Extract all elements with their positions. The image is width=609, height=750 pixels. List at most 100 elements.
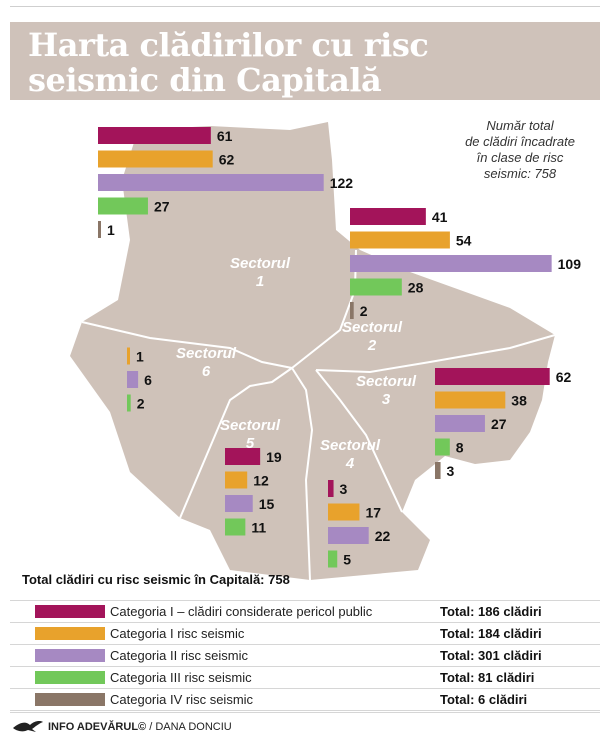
- footer-brand: INFO ADEVĂRUL©: [48, 721, 147, 733]
- legend-total: Total: 81 clădiri: [440, 670, 535, 685]
- bar-sector-2-cat-4: [350, 278, 402, 296]
- border-5-4: [291, 367, 314, 581]
- sector-label-word-5: Sectorul: [220, 417, 281, 434]
- legend-total: Total: 186 clădiri: [440, 604, 542, 619]
- note-line-1: Număr total: [486, 118, 554, 133]
- bar-group-sector-1: 61 62 122 27 1: [98, 127, 353, 238]
- data-label-sector-6-cat-3: 6: [144, 372, 152, 388]
- legend: Categoria I – clădiri considerate perico…: [10, 600, 600, 711]
- page-title: Harta clădirilor cu risc seismic din Cap…: [28, 26, 429, 99]
- data-label-sector-4-cat-3: 22: [375, 528, 391, 544]
- bar-sector-1-cat-3: [98, 174, 324, 191]
- data-label-sector-3-cat-2: 38: [511, 393, 527, 409]
- bar-sector-1-cat-1: [98, 127, 211, 144]
- footer-author: / DANA DONCIU: [149, 721, 232, 733]
- legend-label: Categoria IV risc seismic: [110, 692, 254, 707]
- data-label-sector-2-cat-4: 28: [408, 280, 424, 296]
- data-label-sector-3-cat-1: 62: [556, 369, 572, 385]
- note-line-4: seismic: 758: [483, 166, 557, 181]
- bar-sector-4-cat-4: [328, 550, 338, 568]
- bar-sector-3-cat-3: [435, 415, 485, 432]
- eagle-icon: [13, 721, 43, 732]
- legend-label: Categoria II risc seismic: [110, 648, 248, 663]
- bar-sector-5-cat-1: [225, 448, 261, 465]
- border-1-6: [81, 321, 293, 369]
- data-label-sector-1-cat-4: 27: [154, 199, 170, 215]
- border-5-6: [179, 367, 293, 519]
- legend-row-cat1-public: Categoria I – clădiri considerate perico…: [10, 600, 600, 623]
- bar-sector-3-cat-1: [435, 368, 550, 385]
- data-label-sector-1-cat-5: 1: [107, 222, 115, 238]
- city-map: [70, 122, 556, 581]
- bucharest-map-chart: Sectorul1Sectorul2Sectorul3Sectorul4Sect…: [70, 122, 581, 581]
- data-label-sector-4-cat-1: 3: [340, 481, 348, 497]
- data-label-sector-1-cat-1: 61: [217, 128, 233, 144]
- legend-swatch: [35, 649, 105, 662]
- data-label-sector-6-cat-2: 1: [136, 349, 144, 365]
- bar-sector-2-cat-3: [350, 255, 552, 272]
- title-line-2: seismic din Capitală: [28, 61, 382, 99]
- data-label-sector-2-cat-5: 2: [360, 303, 368, 319]
- bar-sector-6-cat-3: [127, 371, 139, 388]
- bar-sector-2-cat-5: [350, 302, 354, 319]
- sector-label-word-4: Sectorul: [320, 437, 381, 454]
- bar-sector-4-cat-2: [328, 503, 360, 521]
- total-buildings: Total clădiri cu risc seismic în Capital…: [22, 572, 290, 587]
- sector-label-word-6: Sectorul: [176, 345, 237, 362]
- legend-label: Categoria I risc seismic: [110, 626, 245, 641]
- data-label-sector-1-cat-3: 122: [330, 175, 354, 191]
- border-3-4: [315, 369, 403, 513]
- total-note: Număr total de clădiri încadrate în clas…: [440, 118, 600, 182]
- bar-sector-2-cat-1: [350, 208, 426, 225]
- title-band: Harta clădirilor cu risc seismic din Cap…: [10, 22, 600, 100]
- sector-labels: Sectorul1Sectorul2Sectorul3Sectorul4Sect…: [176, 255, 417, 472]
- sector-label-number-2: 2: [367, 337, 377, 354]
- bar-sector-6-cat-2: [127, 347, 130, 365]
- data-label-sector-5-cat-4: 11: [251, 520, 266, 536]
- legend-total: Total: 6 clădiri: [440, 692, 528, 707]
- sector-borders: [81, 249, 556, 581]
- sector-label-word-1: Sectorul: [230, 255, 291, 272]
- data-label-sector-6-cat-4: 2: [137, 396, 145, 412]
- footer: INFO ADEVĂRUL© / DANA DONCIU: [10, 712, 600, 739]
- legend-label: Categoria III risc seismic: [110, 670, 252, 685]
- title-line-1: Harta clădirilor cu risc: [28, 26, 429, 64]
- data-label-sector-2-cat-2: 54: [456, 233, 472, 249]
- legend-swatch: [35, 627, 105, 640]
- data-label-sector-2-cat-3: 109: [558, 256, 582, 272]
- bar-sector-1-cat-5: [98, 221, 101, 238]
- bar-sector-5-cat-2: [225, 471, 248, 489]
- bar-sector-5-cat-3: [225, 495, 253, 512]
- bar-sector-3-cat-2: [435, 391, 506, 409]
- bar-group-sector-5: 19 12 15 11: [225, 448, 282, 536]
- bar-group-sector-6: 16 2: [127, 347, 152, 412]
- legend-row-cat1: Categoria I risc seismic Total: 184 clăd…: [10, 623, 600, 645]
- legend-row-cat4: Categoria IV risc seismic Total: 6 clădi…: [10, 689, 600, 711]
- legend-row-cat3: Categoria III risc seismic Total: 81 clă…: [10, 667, 600, 689]
- note-line-3: în clase de risc: [476, 150, 564, 165]
- footer-credit: INFO ADEVĂRUL© / DANA DONCIU: [48, 721, 232, 733]
- bar-group-sector-4: 3 17 22 5: [328, 480, 390, 568]
- data-label-sector-5-cat-2: 12: [253, 473, 269, 489]
- data-label-sector-1-cat-2: 62: [219, 152, 235, 168]
- data-label-sector-5-cat-1: 19: [266, 449, 282, 465]
- bar-sector-5-cat-4: [225, 518, 246, 536]
- sector-label-number-1: 1: [256, 273, 264, 290]
- sector-label-number-3: 3: [382, 391, 391, 408]
- bar-sector-2-cat-2: [350, 231, 450, 249]
- bar-sector-1-cat-4: [98, 197, 148, 215]
- legend-row-cat2: Categoria II risc seismic Total: 301 clă…: [10, 645, 600, 667]
- sector-label-word-3: Sectorul: [356, 373, 417, 390]
- data-label-sector-4-cat-2: 17: [365, 505, 381, 521]
- bar-sector-3-cat-4: [435, 438, 450, 456]
- legend-total: Total: 301 clădiri: [440, 648, 542, 663]
- top-rule: [10, 6, 600, 7]
- bar-sector-3-cat-5: [435, 462, 441, 479]
- note-line-2: de clădiri încadrate: [465, 134, 575, 149]
- bar-group-sector-2: 41 54 109 28 2: [350, 208, 581, 319]
- sector-label-word-2: Sectorul: [342, 319, 403, 336]
- legend-label: Categoria I – clădiri considerate perico…: [110, 604, 373, 619]
- data-label-sector-2-cat-1: 41: [432, 209, 448, 225]
- sector-label-number-6: 6: [202, 363, 211, 380]
